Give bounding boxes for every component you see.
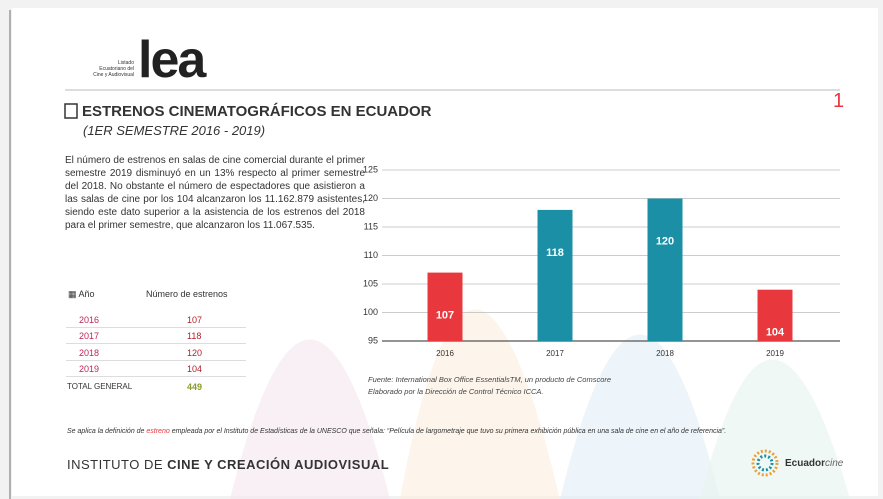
value-label: 118 [546, 247, 564, 259]
value-label: 120 [656, 235, 674, 247]
value-label: 107 [436, 310, 454, 322]
x-tick-label: 2019 [766, 349, 784, 358]
y-tick-label: 115 [364, 221, 378, 231]
source: Fuente: International Box Office Essenti… [368, 375, 611, 384]
y-tick-label: 110 [364, 250, 378, 260]
y-tick-label: 100 [363, 307, 378, 317]
y-tick-label: 95 [368, 335, 378, 345]
chart: 95 100 105 110 115 120 125 2016 107 2017 118 2018 12… [0, 0, 883, 499]
y-tick-label: 120 [363, 193, 378, 203]
y-tick-label: 105 [363, 278, 378, 288]
page: lea Listado Ecuatoriano del Cine y Audio… [0, 0, 883, 499]
x-tick-label: 2018 [656, 349, 674, 358]
bar [428, 273, 463, 341]
bar [538, 210, 573, 341]
y-tick-label: 125 [363, 164, 378, 174]
source: Elaborado por la Dirección de Control Té… [368, 387, 544, 396]
x-tick-label: 2016 [436, 349, 454, 358]
bar [648, 199, 683, 342]
x-tick-label: 2017 [546, 349, 564, 358]
value-label: 104 [766, 327, 785, 339]
